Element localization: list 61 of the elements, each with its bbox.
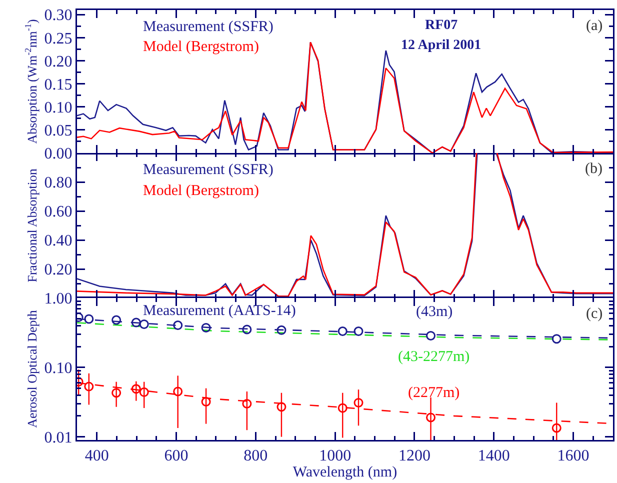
point [201,322,211,332]
series-label: (43m) [416,304,453,320]
x-axis-title: Wavelength (nm) [292,464,398,481]
text: Model (Bergstrom) [143,183,259,199]
point [338,326,348,336]
point [354,398,364,408]
y-tick-label: 0.60 [44,204,72,221]
point [552,423,562,433]
point [131,318,141,328]
point [426,412,436,422]
point [173,386,183,396]
x-tick-label: 1200 [398,448,430,465]
y-tick-label: 0.80 [44,174,72,192]
x-tick-label: 1000 [319,448,352,465]
text: RF07 [425,18,458,33]
point [426,330,436,340]
y-tick-label: 0.05 [44,122,72,140]
point [242,324,252,334]
point [242,398,252,408]
y-tick-label: 0.10 [44,99,72,116]
annotation: Measurement (AATS-14) [143,303,296,319]
point [276,325,286,335]
series-label: (2277m) [408,385,460,401]
y-tick-label: 0.00 [44,146,72,163]
y-tick-label: 0.20 [44,53,72,70]
y-tick-label: 0.25 [44,30,72,48]
y-tick-label: 1.00 [44,290,72,308]
point [276,402,286,412]
text: Measurement (SSFR) [143,162,274,178]
y-tick-label: 0.20 [44,262,72,279]
point [201,397,211,407]
x-tick-label: 1400 [478,448,510,465]
point [112,388,122,398]
point [139,387,149,397]
text: 12 April 2001 [401,38,482,53]
annotation: (a) [586,18,603,34]
y-axis-title: Fractional Absorption [24,168,40,282]
annotation: (b) [585,161,602,177]
x-tick-label: 400 [84,448,109,465]
point [84,382,94,392]
y-tick-label: 0.40 [44,232,72,250]
y-tick-label: 0.15 [44,76,72,94]
y-axis-title: Aerosol Optical Depth [24,310,40,428]
annotation: (c) [586,306,603,322]
point [139,319,149,329]
point [354,326,364,336]
x-tick-label: 1600 [557,448,590,465]
point [112,315,122,325]
text: Measurement (SSFR) [143,19,274,35]
x-tick-label: 800 [244,448,268,465]
point [552,334,562,344]
y-tick-label: 0.30 [44,7,72,24]
point [338,403,348,413]
y-tick-label: 0.01 [44,429,72,446]
point [84,314,94,324]
y-tick-label: 0.10 [44,360,72,378]
x-tick-label: 600 [164,448,188,465]
point [131,384,141,394]
series-label: (43-2277m) [398,349,470,365]
text: Model (Bergstrom) [143,39,259,55]
point [173,320,183,330]
